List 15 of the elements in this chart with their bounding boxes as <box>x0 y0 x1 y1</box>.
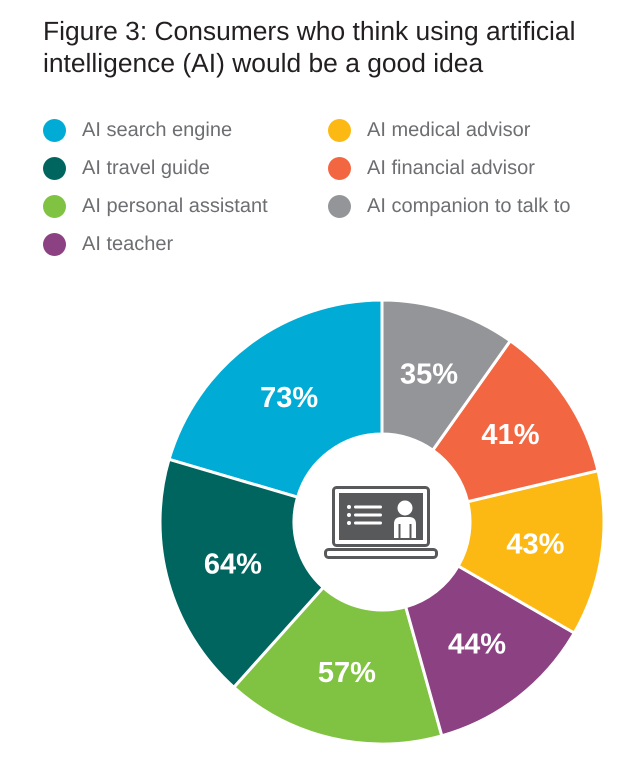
legend-label: AI travel guide <box>82 156 210 180</box>
data-label: 43% <box>506 528 565 560</box>
chart-title: Figure 3: Consumers who think using artificial intelligence (AI) would be a good idea <box>43 15 576 79</box>
data-label: 64% <box>204 548 262 580</box>
legend-label: AI personal assistant <box>82 194 268 218</box>
legend-label: AI financial advisor <box>367 156 535 180</box>
legend-label: AI search engine <box>82 118 232 142</box>
data-label: 44% <box>448 628 506 660</box>
data-label: 41% <box>481 419 540 452</box>
legend-label: AI medical advisor <box>367 118 530 142</box>
data-label: 35% <box>400 358 458 390</box>
data-label: 73% <box>260 382 318 414</box>
data-label: 57% <box>318 656 376 689</box>
legend-label: AI teacher <box>82 232 174 256</box>
legend-label: AI companion to talk to <box>367 194 570 218</box>
